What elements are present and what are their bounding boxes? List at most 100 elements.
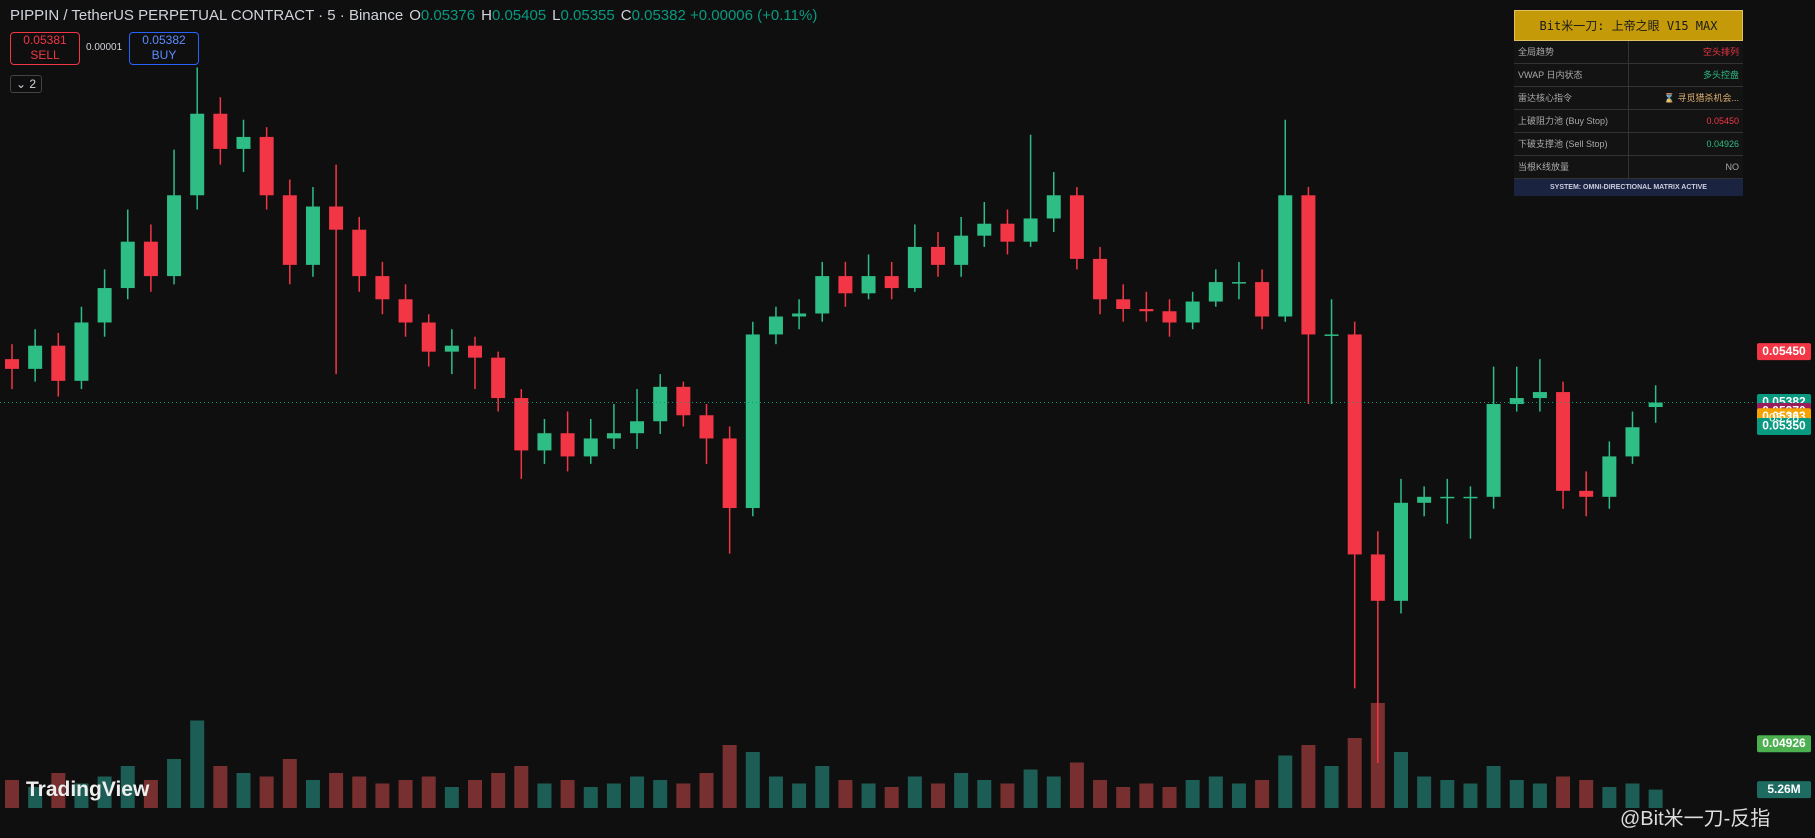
- candle-body: [606, 433, 621, 439]
- candle-body: [190, 113, 205, 196]
- volume-bar: [375, 783, 390, 808]
- sell-button[interactable]: 0.05381 SELL: [10, 32, 80, 65]
- volume-bar: [444, 787, 459, 808]
- candle-body: [1602, 456, 1617, 497]
- candle-body: [699, 415, 714, 439]
- candle-body: [1185, 301, 1200, 323]
- watermark: TradingView: [26, 778, 150, 801]
- indicator-panel: Bit米一刀: 上帝之眼 V15 MAX 全局趋势 空头排列 VWAP 日内状态 多头控…: [1514, 10, 1743, 196]
- volume-bar: [768, 776, 783, 808]
- candle-body: [1417, 496, 1432, 503]
- candle-body: [1162, 311, 1177, 323]
- ohlc-value: 0.05405: [491, 7, 547, 24]
- volume-bar: [606, 783, 621, 808]
- candle-body: [236, 136, 251, 149]
- panel-footer: SYSTEM: OMNI-DIRECTIONAL MATRIX ACTIVE: [1514, 179, 1743, 196]
- volume-bar: [1093, 780, 1108, 808]
- candle-body: [1231, 282, 1246, 284]
- candle-body: [1463, 496, 1478, 499]
- volume-label: 5.26M: [1767, 782, 1800, 796]
- volume-bar: [583, 787, 598, 808]
- volume-bar: [468, 780, 482, 808]
- candle-body: [143, 241, 158, 277]
- volume-bar: [421, 776, 436, 808]
- volume-bar: [1324, 766, 1339, 808]
- candle-body: [259, 136, 274, 196]
- ohlc-key: H: [481, 7, 492, 24]
- candle-body: [1278, 195, 1293, 317]
- candle-body: [514, 398, 529, 451]
- volume-bar: [1255, 780, 1270, 808]
- candle-body: [1255, 282, 1270, 317]
- volume-bar: [1509, 780, 1524, 808]
- volume-bar: [1301, 745, 1316, 808]
- candle-body: [1046, 195, 1061, 219]
- volume-bar: [51, 773, 66, 808]
- candle-body: [977, 223, 992, 236]
- candle-body: [97, 288, 112, 323]
- candle-body: [722, 438, 737, 509]
- candle-body: [1139, 309, 1154, 312]
- volume-bar: [1116, 787, 1131, 808]
- volume-bar: [5, 780, 19, 808]
- row-value: NO: [1628, 156, 1743, 178]
- row-label: 雷达核心指令: [1518, 93, 1573, 103]
- volume-bar: [352, 776, 367, 808]
- spread: 0.00001: [86, 42, 123, 53]
- candle-body: [1093, 258, 1108, 300]
- candle-body: [305, 206, 320, 265]
- volume-bar: [1556, 776, 1571, 808]
- candle-body: [1579, 490, 1594, 497]
- buy-button[interactable]: 0.05382 BUY: [129, 32, 199, 65]
- ohlc-key: C: [620, 7, 632, 24]
- volume-bar: [167, 759, 182, 808]
- candle-body: [954, 235, 969, 265]
- panel-row: VWAP 日内状态 多头控盘: [1514, 64, 1743, 87]
- volume-bar: [282, 759, 297, 808]
- ohlc-value: 0.05376: [420, 7, 476, 24]
- panel-row: 雷达核心指令 ⌛ 寻觅猎杀机会...: [1514, 87, 1743, 110]
- candle-body: [1648, 402, 1663, 408]
- candle-body: [1440, 496, 1455, 499]
- ohlc-value: 0.05355: [560, 7, 615, 24]
- candle-body: [884, 276, 899, 289]
- volume-bar: [1440, 780, 1455, 808]
- candle-body: [491, 357, 506, 399]
- volume-bar: [1625, 783, 1640, 808]
- volume-bar: [1023, 769, 1038, 808]
- row-label: 上破阻力池 (Buy Stop): [1518, 116, 1609, 126]
- row-value: 0.04926: [1628, 133, 1743, 155]
- candle-body: [5, 359, 19, 369]
- candle-body: [74, 322, 89, 381]
- candle-body: [1324, 334, 1339, 336]
- price-label: 0.05450: [1762, 344, 1806, 358]
- indicator-toggle[interactable]: ⌄ 2: [10, 75, 43, 93]
- volume-bar: [1648, 789, 1663, 808]
- credit: @Bit米一刀-反指: [1620, 808, 1771, 830]
- candle-body: [329, 206, 344, 230]
- indicator-count: 2: [29, 77, 37, 91]
- volume-bar: [1347, 738, 1362, 808]
- volume-bar: [745, 752, 760, 808]
- volume-bar: [931, 783, 945, 808]
- candle-body: [1370, 554, 1385, 601]
- volume-bar: [190, 720, 205, 808]
- row-value: 0.05450: [1628, 110, 1743, 132]
- volume-bar: [1394, 752, 1408, 808]
- candle-body: [1000, 223, 1015, 242]
- volume-bar: [1602, 787, 1617, 808]
- candle-body: [676, 386, 691, 416]
- panel-row: 上破阻力池 (Buy Stop) 0.05450: [1514, 110, 1743, 133]
- row-label: VWAP 日内状态: [1518, 70, 1583, 80]
- candle-body: [398, 299, 413, 323]
- ohlc-key: O: [409, 7, 421, 24]
- volume-bar: [1069, 762, 1084, 808]
- volume-bar: [236, 773, 251, 808]
- panel-row: 全局趋势 空头排列: [1514, 41, 1743, 64]
- sell-label: SELL: [30, 48, 60, 62]
- volume-bar: [97, 776, 112, 808]
- candle-body: [213, 113, 228, 149]
- volume-bar: [1139, 783, 1154, 808]
